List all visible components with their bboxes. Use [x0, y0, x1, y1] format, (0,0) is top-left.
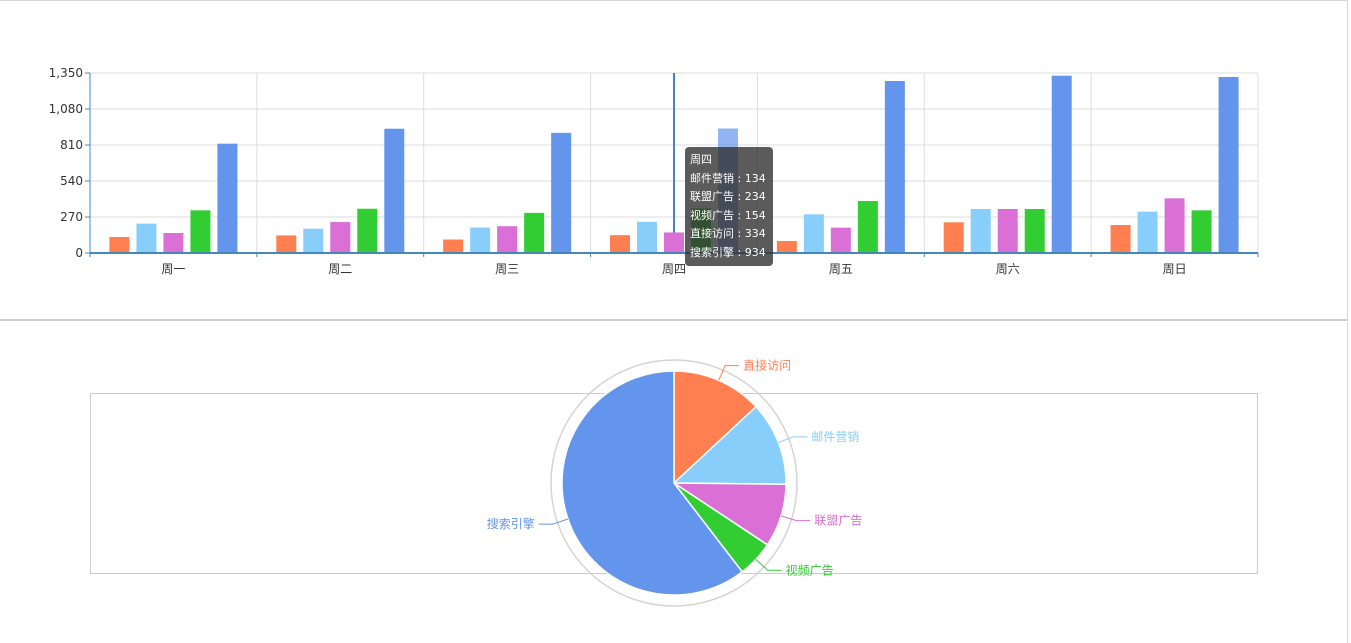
pie-label: 联盟广告 — [814, 514, 862, 528]
pie-slice-搜索引擎 — [561, 370, 744, 596]
x-tick-label: 周四 — [662, 262, 686, 276]
pie-label-line — [778, 436, 808, 444]
bar-周二-直接访问 — [276, 235, 297, 253]
pie-label: 视频广告 — [786, 562, 834, 577]
bar-周日-联盟广告 — [1164, 198, 1185, 253]
bar-周四-邮件营销 — [637, 221, 657, 253]
bar-周五-邮件营销 — [803, 214, 824, 253]
bar-周一-直接访问 — [109, 237, 130, 253]
y-tick-label: 0 — [75, 246, 83, 260]
bar-周二-联盟广告 — [330, 222, 351, 253]
bar-周日-搜索引擎 — [1218, 77, 1239, 253]
bar-周三-联盟广告 — [497, 226, 518, 253]
bar-周日-视频广告 — [1191, 210, 1212, 253]
pie-label-line — [780, 515, 811, 522]
bar-周二-视频广告 — [357, 208, 378, 253]
pie-slice-邮件营销 — [672, 405, 787, 485]
bar-周三-视频广告 — [524, 212, 545, 253]
pie-slice-直接访问 — [673, 370, 758, 485]
x-tick-label: 周二 — [328, 262, 352, 276]
x-tick-label: 周一 — [161, 262, 185, 276]
chart-tooltip: 周四 邮件营销 : 134 联盟广告 : 234 视频广告 : 154 直接访问… — [685, 147, 773, 266]
pie-label-line — [538, 518, 569, 525]
bar-周六-视频广告 — [1024, 209, 1045, 253]
y-tick-label: 810 — [60, 138, 83, 152]
bar-周五-搜索引擎 — [884, 81, 905, 253]
bar-周四-直接访问 — [610, 235, 630, 253]
x-tick-label: 周三 — [495, 262, 519, 276]
x-tick-label: 周六 — [996, 262, 1020, 276]
tooltip-row: 直接访问 : 334 — [690, 227, 766, 240]
bar-周三-直接访问 — [443, 239, 464, 253]
x-tick-label: 周五 — [829, 262, 853, 276]
tooltip-row: 视频广告 : 154 — [690, 208, 766, 222]
tooltip-row: 联盟广告 : 234 — [690, 190, 766, 203]
bar-周六-搜索引擎 — [1051, 75, 1072, 254]
bar-周五-视频广告 — [857, 201, 878, 253]
bar-周一-邮件营销 — [136, 223, 157, 253]
bar-周二-邮件营销 — [303, 228, 324, 253]
y-tick-label: 270 — [60, 210, 83, 224]
bar-周四-联盟广告 — [664, 232, 684, 253]
bar-周日-邮件营销 — [1137, 211, 1158, 253]
bar-周日-直接访问 — [1110, 225, 1131, 253]
pie-label-line — [718, 365, 740, 381]
tooltip-title: 周四 — [690, 153, 712, 166]
bar-周一-联盟广告 — [163, 233, 184, 253]
bar-周三-搜索引擎 — [551, 132, 572, 253]
pie-label: 邮件营销 — [811, 430, 859, 444]
bar-周三-邮件营销 — [470, 227, 491, 253]
bar-周五-联盟广告 — [830, 227, 851, 253]
bar-周六-直接访问 — [943, 222, 964, 253]
pie-label: 搜索引擎 — [487, 516, 535, 531]
pie-label-line — [755, 559, 782, 571]
x-tick-label: 周日 — [1163, 262, 1187, 276]
bar-周六-邮件营销 — [970, 209, 991, 253]
pie-label: 直接访问 — [743, 358, 791, 373]
bar-周五-直接访问 — [776, 241, 797, 253]
y-tick-label: 540 — [60, 174, 83, 188]
y-tick-label: 1,350 — [49, 66, 83, 80]
bar-周六-联盟广告 — [997, 209, 1018, 253]
tooltip-row: 搜索引擎 : 934 — [690, 245, 766, 259]
bar-周一-视频广告 — [190, 210, 211, 253]
pie-outer-ring — [550, 359, 798, 607]
y-tick-label: 1,080 — [49, 102, 83, 116]
tooltip-row: 邮件营销 : 134 — [690, 171, 766, 185]
bar-周一-搜索引擎 — [217, 143, 238, 253]
pie-chart-panel: 直接访问邮件营销联盟广告视频广告 搜索引擎 — [0, 322, 1348, 643]
bar-chart-panel: 0 270 540 810 1,080 1,350 周一 周二 周三 周四 周五 周六 周日 周四 邮件… — [0, 0, 1348, 321]
bar-周二-搜索引擎 — [384, 128, 405, 253]
